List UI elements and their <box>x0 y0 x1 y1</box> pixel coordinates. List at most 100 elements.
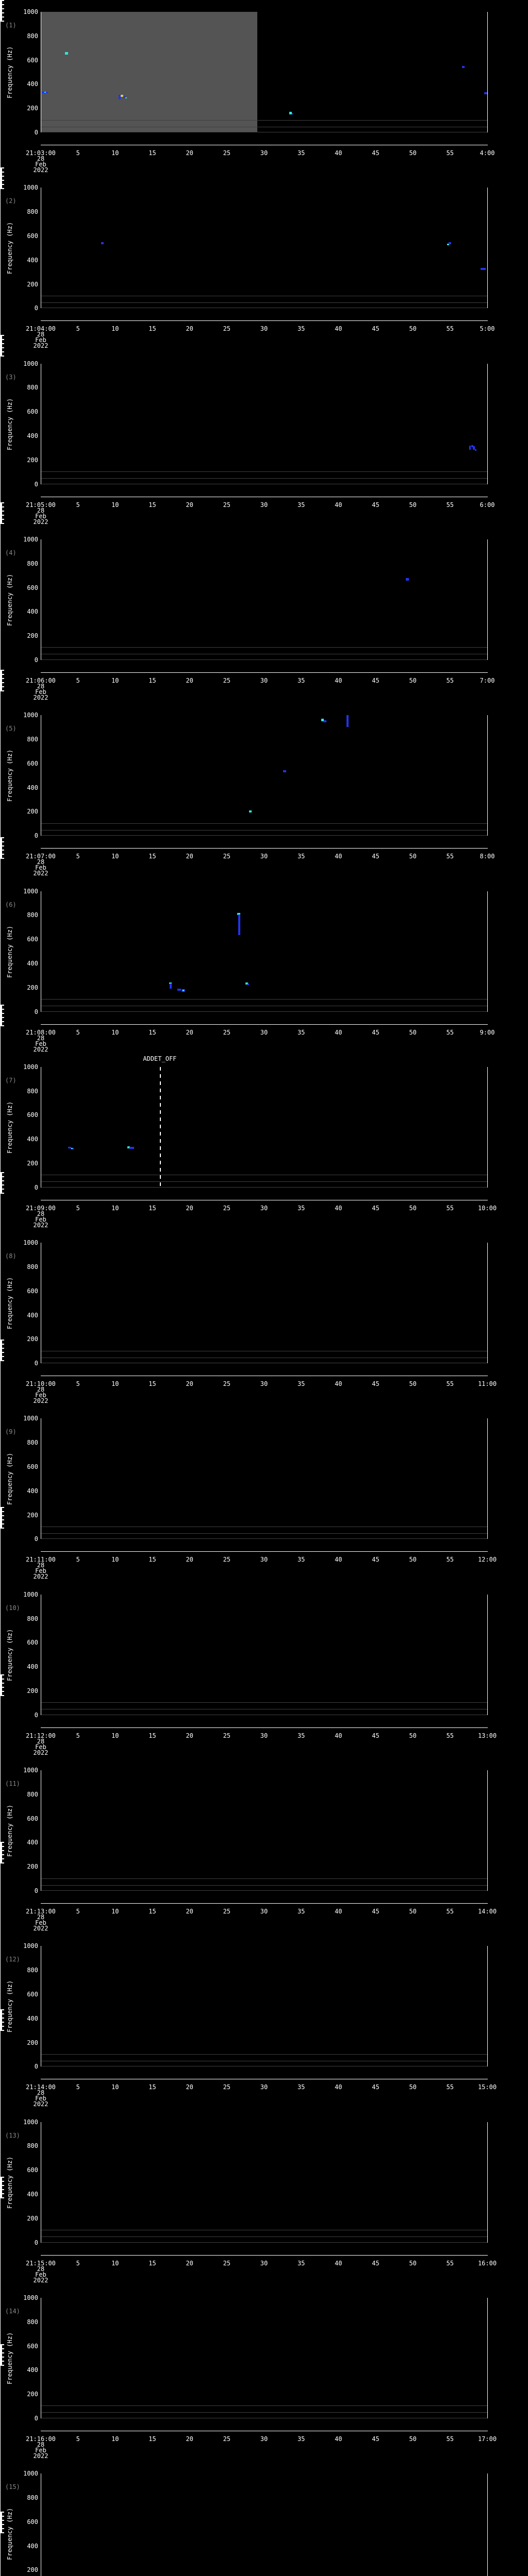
x-tick <box>0 1956 1 1958</box>
x-tick <box>0 1818 1 1820</box>
x-tick <box>0 2541 1 2543</box>
x-tick <box>0 39 1 41</box>
x-tick <box>0 445 1 447</box>
x-tick <box>0 1414 1 1416</box>
y-tick <box>0 1519 4 1520</box>
x-start-time-label: 21:11:00 <box>26 1556 56 1564</box>
x-axis <box>41 672 488 673</box>
y-tick <box>0 2360 2 2361</box>
x-tick <box>0 2533 1 2537</box>
x-tick <box>0 1097 1 1101</box>
x-tick <box>0 428 1 431</box>
x-tick <box>0 53 1 55</box>
x-tick <box>0 2159 1 2161</box>
y-tick <box>0 6 2 7</box>
x-tick <box>0 45 1 49</box>
x-tick <box>0 1079 1 1081</box>
x-tick <box>0 1546 1 1548</box>
x-tick <box>0 294 1 296</box>
y-tick-label: 400 <box>27 2014 38 2022</box>
x-tick <box>0 2053 1 2055</box>
y-tick <box>0 1856 2 1857</box>
x-tick <box>0 1107 1 1109</box>
x-tick <box>0 1958 1 1962</box>
y-tick <box>0 2021 2 2022</box>
x-tick-label: 30 <box>260 2259 268 2267</box>
y-tick <box>0 2186 2 2187</box>
panel-number: (2) <box>5 197 16 205</box>
x-tick <box>0 280 1 282</box>
x-tick <box>0 1986 1 1988</box>
y-tick <box>0 2178 2 2179</box>
x-tick <box>0 1253 1 1257</box>
x-tick <box>0 479 1 481</box>
x-tick-label: 15 <box>148 1380 156 1388</box>
y-tick <box>0 685 2 686</box>
x-tick <box>0 110 1 112</box>
y-tick <box>0 345 2 346</box>
x-tick <box>0 2004 1 2006</box>
y-tick <box>0 1847 2 1848</box>
x-axis <box>41 1727 488 1728</box>
x-tick <box>0 754 1 756</box>
y-tick-label: 400 <box>27 608 38 616</box>
y-tick <box>0 1008 2 1009</box>
x-tick <box>0 91 1 93</box>
x-tick <box>0 1466 1 1468</box>
x-tick <box>0 1663 1 1665</box>
y-tick-label: 600 <box>27 584 38 591</box>
x-tick <box>0 701 1 703</box>
y-tick <box>0 1014 2 1015</box>
x-tick <box>0 408 1 410</box>
x-tick <box>0 2058 1 2060</box>
x-tick-label: 5 <box>76 325 80 333</box>
x-tick <box>0 975 1 977</box>
y-tick-label: 600 <box>27 759 38 767</box>
y-tick <box>0 1517 2 1518</box>
x-tick <box>0 319 1 323</box>
y-tick <box>0 188 4 189</box>
y-axis-right <box>487 715 488 836</box>
x-tick <box>0 1761 1 1763</box>
x-tick <box>0 1476 1 1478</box>
x-tick <box>0 1324 1 1328</box>
y-tick <box>0 2012 2 2013</box>
x-tick <box>0 880 1 883</box>
x-tick <box>0 2421 1 2423</box>
x-tick <box>0 1917 1 1919</box>
x-tick <box>0 914 1 916</box>
plot-area <box>41 1770 487 1891</box>
frequency-gridline <box>41 2236 487 2238</box>
x-tick <box>0 2454 1 2456</box>
y-tick <box>0 1687 4 1688</box>
x-tick <box>0 1591 1 1594</box>
x-tick <box>0 1891 1 1893</box>
x-tick-label: 10 <box>111 2083 119 2091</box>
x-tick <box>0 553 1 555</box>
x-tick <box>0 2096 1 2098</box>
x-tick <box>0 1994 1 1997</box>
x-tick <box>0 1962 1 1964</box>
x-tick <box>0 634 1 636</box>
x-axis-date-line: 28 <box>37 1210 45 1217</box>
y-tick <box>0 1679 4 1680</box>
x-tick-label: 10 <box>111 1380 119 1388</box>
y-tick <box>0 1184 4 1185</box>
x-tick <box>0 2385 1 2387</box>
x-tick-label: 35 <box>297 2259 305 2267</box>
x-tick <box>0 1576 1 1580</box>
y-axis-title: Frequency (Hz) <box>6 1277 13 1329</box>
y-tick <box>0 1340 4 1341</box>
x-tick <box>0 772 1 774</box>
frequency-gridline <box>41 1702 487 1703</box>
x-tick <box>0 2572 1 2574</box>
x-tick-label: 10 <box>111 501 119 509</box>
x-tick <box>0 2325 1 2327</box>
y-tick <box>0 517 2 518</box>
x-tick <box>0 2129 1 2131</box>
x-tick <box>0 1492 1 1495</box>
x-tick-label: 55 <box>446 1908 454 1915</box>
x-tick <box>0 1669 1 1671</box>
x-tick <box>0 971 1 973</box>
x-tick <box>0 1168 1 1172</box>
